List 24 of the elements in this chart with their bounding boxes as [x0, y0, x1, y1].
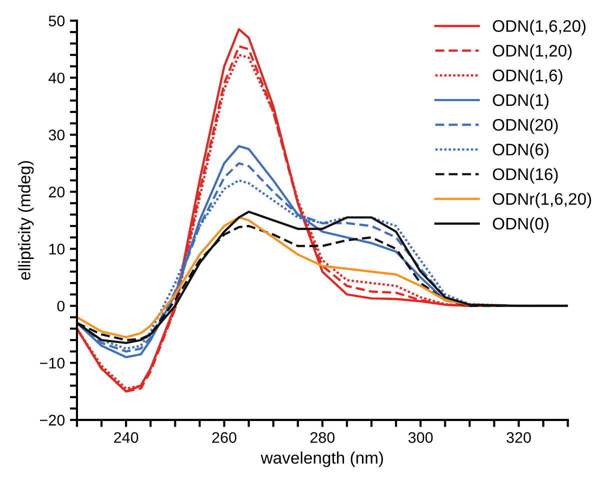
x-tick-label: 280	[310, 432, 335, 443]
y-axis-title: ellipticity (mdeg)	[18, 161, 34, 280]
y-tick-label: 10	[49, 244, 65, 254]
x-tick-label: 300	[408, 432, 433, 443]
y-tick-label: −10	[40, 358, 65, 369]
y-tick-label: 30	[48, 130, 65, 140]
legend-label: ODN(16)	[492, 168, 558, 184]
y-tick-label: 20	[48, 186, 65, 198]
y-tick-label: 50	[48, 16, 65, 26]
y-tick-label: −20	[40, 414, 65, 426]
legend-label: ODN(1,20)	[492, 44, 572, 60]
legend-label: ODN(0)	[492, 217, 548, 233]
x-axis-title: wavelength (nm)	[260, 452, 383, 468]
x-tick-label: 260	[212, 432, 236, 443]
legend-label: ODN(1,6)	[492, 69, 562, 85]
legend-label: ODN(6)	[492, 143, 548, 159]
y-tick-label: 40	[48, 72, 65, 84]
legend-label: ODNr(1,6,20)	[492, 192, 592, 208]
y-tick-label: 0	[57, 300, 65, 312]
x-tick-label: 240	[114, 432, 138, 443]
legend-label: ODN(1,6,20)	[492, 20, 586, 36]
legend-label: ODN(20)	[492, 118, 558, 134]
x-tick-label: 320	[506, 432, 531, 443]
legend-label: ODN(1)	[492, 94, 548, 110]
